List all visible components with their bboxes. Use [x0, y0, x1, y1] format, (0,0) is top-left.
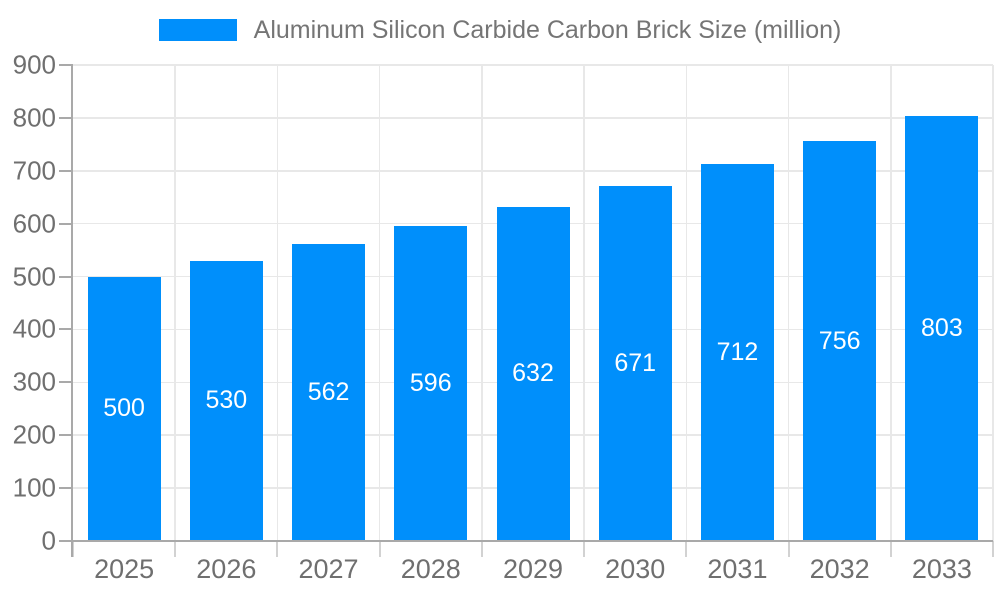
bar[interactable]: 712 [700, 164, 774, 541]
x-tick [480, 541, 483, 557]
v-gridline [481, 65, 483, 541]
x-tick [378, 541, 381, 557]
bar-text: 596 [409, 368, 452, 397]
y-axis-tick-label: 100 [12, 472, 56, 503]
y-tick [59, 222, 73, 225]
v-gridline [787, 65, 790, 541]
y-tick [59, 540, 73, 542]
legend-label: Aluminum Silicon Carbide Carbon Brick Si… [253, 15, 842, 44]
y-axis-tick-label: 800 [12, 102, 56, 133]
bar[interactable]: 671 [598, 186, 672, 541]
bar[interactable]: 562 [292, 243, 366, 541]
v-gridline [583, 65, 585, 541]
v-gridline [992, 65, 994, 541]
bar-text: 712 [716, 338, 759, 367]
y-tick [59, 275, 73, 278]
bar[interactable]: 632 [496, 206, 570, 541]
x-tick [685, 541, 688, 557]
v-gridline [276, 65, 279, 541]
x-axis-tick-label: 2033 [911, 554, 972, 584]
y-axis-tick-label: 500 [12, 261, 56, 292]
bar[interactable]: 756 [803, 141, 877, 541]
x-axis-line [73, 540, 993, 542]
h-gridline [73, 170, 993, 172]
x-axis-tick-label: 2031 [707, 554, 768, 584]
y-axis-line [71, 65, 73, 557]
y-tick [59, 434, 73, 437]
x-axis-tick-label: 2027 [298, 554, 359, 584]
x-tick [583, 541, 586, 557]
x-tick [72, 541, 74, 557]
y-axis-tick-label: 0 [41, 525, 56, 556]
x-axis-tick-label: 2029 [502, 554, 564, 584]
v-gridline [174, 65, 176, 541]
y-tick [59, 169, 73, 172]
x-tick [787, 541, 790, 557]
legend[interactable]: Aluminum Silicon Carbide Carbon Brick Si… [0, 14, 1000, 46]
x-tick [174, 541, 177, 557]
bar-text: 562 [307, 377, 350, 406]
y-axis-tick-label: 700 [12, 155, 56, 186]
y-axis-tick-label: 400 [12, 313, 56, 344]
bar[interactable]: 530 [189, 260, 263, 541]
h-gridline [73, 64, 993, 66]
bar-text: 530 [205, 386, 248, 415]
y-axis-tick-label: 200 [12, 419, 56, 450]
legend-swatch [158, 19, 237, 41]
v-gridline [890, 65, 892, 541]
x-axis-tick-label: 2030 [605, 554, 666, 584]
bar[interactable]: 596 [394, 225, 468, 541]
bar-text: 632 [512, 359, 554, 388]
h-gridline [73, 117, 993, 119]
x-axis-tick-label: 2028 [400, 554, 461, 584]
y-axis-tick-label: 900 [12, 49, 56, 80]
x-axis-tick-label: 2025 [94, 554, 155, 584]
x-tick [889, 541, 892, 557]
bar-text: 671 [614, 349, 657, 378]
v-gridline [685, 65, 688, 541]
y-tick [59, 381, 73, 384]
y-tick [59, 116, 73, 119]
y-tick [59, 487, 73, 490]
bar-text: 803 [921, 314, 963, 343]
y-axis-tick-label: 300 [12, 366, 56, 397]
y-axis-tick-label: 600 [12, 208, 56, 239]
y-tick [59, 64, 73, 66]
bar-text: 756 [818, 326, 861, 355]
x-tick [992, 541, 994, 557]
bar[interactable]: 803 [905, 116, 979, 541]
v-gridline [378, 65, 381, 541]
x-axis-tick-label: 2026 [196, 554, 257, 584]
x-axis-tick-label: 2032 [809, 554, 870, 584]
y-tick [59, 328, 73, 331]
x-tick [276, 541, 279, 557]
bar[interactable]: 500 [87, 276, 161, 541]
bar-text: 500 [103, 394, 145, 423]
